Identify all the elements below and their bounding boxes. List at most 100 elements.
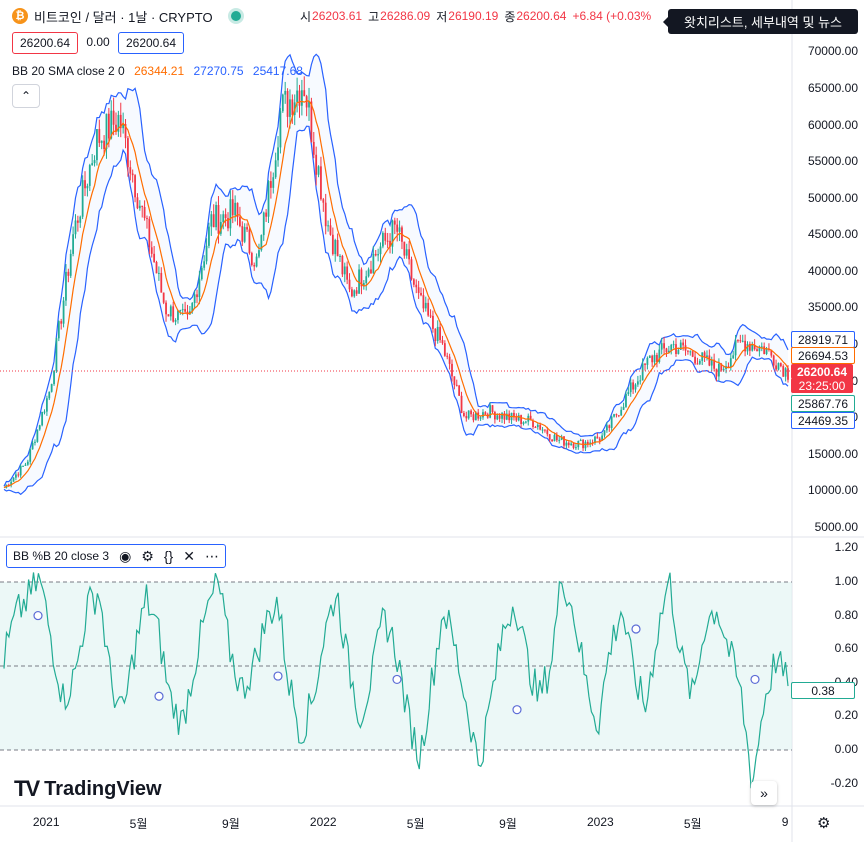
candle-body <box>753 345 756 350</box>
buy-price-button[interactable]: 26200.64 <box>118 32 184 54</box>
candle-body <box>713 359 716 369</box>
candle-body <box>43 411 46 413</box>
candle-body <box>489 405 492 418</box>
candle-body <box>103 140 105 150</box>
candle-body <box>594 436 596 444</box>
low-value: 26190.19 <box>448 9 499 23</box>
tradingview-logo[interactable]: TV TradingView <box>14 776 162 802</box>
price-axis-label: 70000.00 <box>807 44 858 59</box>
candle-body <box>191 303 194 312</box>
candle-body <box>377 254 380 256</box>
candle-body <box>262 212 265 236</box>
chart-settings-gear-icon[interactable]: ⚙ <box>817 815 831 832</box>
close-icon[interactable]: ✕ <box>183 547 195 564</box>
candle-body <box>503 413 506 420</box>
candle-body <box>370 269 372 274</box>
candle-body <box>320 166 322 200</box>
candle-body <box>184 309 187 312</box>
candle-body <box>398 227 401 232</box>
braces-icon[interactable]: {} <box>163 548 174 564</box>
candle-body <box>443 343 446 356</box>
candle-body <box>739 340 742 342</box>
bb-upper-value: 27270.75 <box>193 64 244 78</box>
scroll-to-realtime-button[interactable]: » <box>751 781 777 805</box>
candle-body <box>255 256 258 267</box>
candle-body <box>720 363 723 371</box>
time-axis-label: 5월 <box>129 817 148 831</box>
candle-body <box>682 342 685 346</box>
candle-body <box>105 113 108 150</box>
market-status-icon[interactable] <box>230 11 241 21</box>
candle-body <box>329 225 332 235</box>
spread-value: 0.00 <box>80 32 116 52</box>
candle-body <box>420 292 422 296</box>
indicator-legend[interactable]: BB %B 20 close 3 ◉ ⚙ {} ✕ ⋯ <box>6 544 226 568</box>
high-value: 26286.09 <box>380 9 431 23</box>
bb-legend[interactable]: BB 20 SMA close 2 0 26344.21 27270.75 25… <box>12 64 309 78</box>
candle-body <box>234 202 237 216</box>
candle-body <box>436 326 439 341</box>
candle-body <box>484 412 487 415</box>
collapse-legend-button[interactable]: ⌃ <box>12 84 40 108</box>
candle-body <box>222 214 225 223</box>
gear-icon[interactable]: ⚙ <box>141 547 154 564</box>
candle-body <box>162 292 165 303</box>
close-label: 종 <box>504 9 516 24</box>
candle-body <box>136 197 139 209</box>
candle-body <box>458 385 461 396</box>
candle-body <box>219 222 222 234</box>
candle-body <box>741 340 744 342</box>
candle-body <box>34 441 36 443</box>
candle-body <box>348 279 351 290</box>
candle-body <box>339 255 341 257</box>
more-icon[interactable]: ⋯ <box>204 547 219 564</box>
price-axis-label: 55000.00 <box>807 154 858 169</box>
candle-body <box>546 430 549 435</box>
candle-body <box>763 346 766 354</box>
event-marker <box>154 691 164 701</box>
candle-body <box>107 113 110 139</box>
candle-body <box>286 90 289 117</box>
candle-body <box>260 235 263 251</box>
candle-body <box>641 363 644 381</box>
candle-body <box>470 410 472 415</box>
candle-body <box>770 349 773 356</box>
candle-body <box>250 253 253 266</box>
symbol-header[interactable]: ₿ 비트코인 / 달러 · 1날 · CRYPTO <box>12 6 251 26</box>
candle-body <box>482 412 484 418</box>
candle-body <box>131 173 134 176</box>
candle-body <box>248 229 251 254</box>
time-axis-label: 2023 <box>586 815 614 829</box>
bitcoin-icon: ₿ <box>12 8 28 24</box>
candle-body <box>677 349 680 354</box>
candle-body <box>279 111 282 148</box>
candle-body <box>584 441 587 449</box>
event-marker <box>392 674 402 685</box>
candle-body <box>74 220 77 235</box>
eye-icon[interactable]: ◉ <box>119 547 132 564</box>
candle-body <box>558 439 561 441</box>
indicator-axis-label: 0.20 <box>834 708 858 723</box>
candle-body <box>639 380 642 382</box>
basis-tag: 26694.53 <box>791 347 855 364</box>
candle-body <box>694 356 696 364</box>
candle-body <box>365 276 368 284</box>
candle-body <box>229 199 232 229</box>
candle-body <box>608 425 611 428</box>
candle-body <box>572 443 575 448</box>
sell-price-button[interactable]: 26200.64 <box>12 32 78 54</box>
candle-body <box>544 429 546 431</box>
candle-body <box>534 427 537 429</box>
candle-body <box>317 166 320 175</box>
candle-body <box>355 290 358 294</box>
candle-body <box>129 167 132 174</box>
candle-body <box>613 414 615 417</box>
candle-body <box>536 424 539 428</box>
last-price-tag: 26200.64 <box>791 364 853 379</box>
candle-body <box>148 218 151 248</box>
candle-body <box>779 363 782 367</box>
candle-body <box>7 484 10 486</box>
candle-body <box>60 321 63 324</box>
candle-body <box>38 425 41 430</box>
